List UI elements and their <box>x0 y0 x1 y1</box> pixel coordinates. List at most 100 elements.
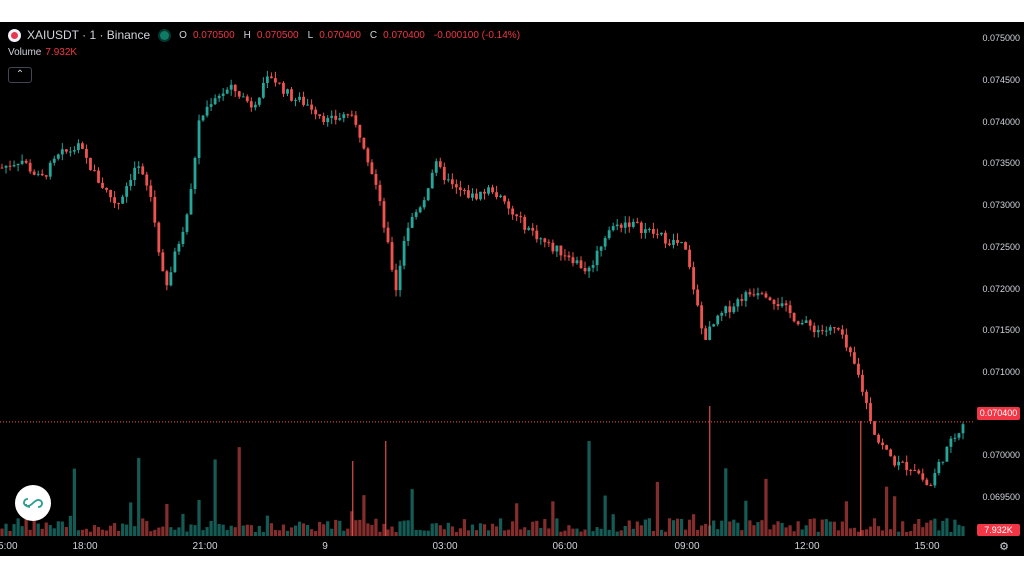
candle-body <box>668 243 671 245</box>
candle-body <box>756 293 760 296</box>
candle-body <box>24 160 28 163</box>
candle-body <box>129 179 133 187</box>
volume-bar <box>937 530 941 536</box>
volume-bar <box>663 531 668 536</box>
volume-bar <box>547 528 551 536</box>
volume-bar <box>289 527 294 536</box>
volume-bar <box>197 499 201 536</box>
candle-body <box>720 313 724 316</box>
chart-frame[interactable]: XAIUSDT · 1 · Binance O 0.070500 H 0.07050… <box>0 22 1024 556</box>
candle-body <box>744 292 748 301</box>
infinity-link-icon <box>23 498 43 508</box>
candle-body <box>748 292 752 295</box>
candle-body <box>294 99 297 101</box>
volume-bar <box>897 531 901 536</box>
volume-bar <box>241 525 245 536</box>
volume-bar <box>40 528 44 536</box>
candle-body <box>736 299 740 307</box>
volume-bar <box>615 531 619 536</box>
candle-body <box>696 289 700 306</box>
volume-bar <box>909 531 913 536</box>
volume-bar <box>310 529 314 536</box>
candle-body <box>286 89 289 94</box>
candle-body <box>555 245 559 252</box>
candle-body <box>712 324 716 327</box>
volume-bar <box>836 530 840 536</box>
volume-bar <box>748 520 752 536</box>
volume-bar <box>700 525 704 536</box>
volume-bar <box>269 523 274 536</box>
candle-body <box>760 293 764 295</box>
candle-body <box>265 76 269 83</box>
market-status-icon[interactable] <box>160 30 170 40</box>
volume-bar <box>539 527 543 536</box>
candle-body <box>808 320 812 326</box>
volume-bar <box>503 530 507 536</box>
volume-bar <box>523 527 527 536</box>
volume-bar <box>498 518 503 536</box>
candle-body <box>274 78 277 83</box>
candle-body <box>651 228 655 234</box>
volume-bar <box>201 530 205 536</box>
volume-bar <box>507 529 511 536</box>
candle-body <box>804 320 808 323</box>
volume-bar <box>322 524 326 536</box>
candle-body <box>881 442 884 446</box>
volume-bar <box>720 520 724 536</box>
candle-body <box>575 260 579 264</box>
volume-bar <box>20 526 24 536</box>
candle-body <box>828 327 832 331</box>
volume-bar <box>683 529 688 536</box>
candle-body <box>249 101 253 108</box>
candle-body <box>177 243 181 252</box>
candle-body <box>603 238 607 247</box>
volume-bar <box>880 530 885 536</box>
candle-body <box>101 182 104 188</box>
volume-bar <box>732 519 736 536</box>
collapse-legend-button[interactable]: ⌃ <box>8 67 32 83</box>
volume-bar <box>354 520 358 536</box>
volume-bar <box>406 520 410 536</box>
candle-body <box>768 297 772 301</box>
volume-bar <box>265 515 269 536</box>
tradingview-logo-icon[interactable] <box>15 485 51 521</box>
volume-bar <box>675 518 680 536</box>
volume-bar <box>129 502 133 536</box>
volume-legend[interactable]: Volume 7.932K <box>8 47 77 58</box>
y-tick-label: 0.069500 <box>982 491 1020 502</box>
candle-body <box>173 251 177 273</box>
price-chart[interactable] <box>0 22 1024 556</box>
volume-bar <box>639 525 643 536</box>
volume-bar <box>414 529 418 536</box>
candle-body <box>382 201 386 228</box>
candle-body <box>579 260 583 269</box>
volume-bar <box>52 528 56 536</box>
volume-bar <box>651 530 655 536</box>
candle-body <box>716 315 720 325</box>
candle-body <box>410 216 414 228</box>
volume-bar <box>92 525 97 536</box>
candle-body <box>149 185 153 197</box>
volume-bar <box>84 528 89 536</box>
volume-bar <box>462 519 467 536</box>
settings-gear-icon[interactable]: ⚙ <box>999 541 1009 553</box>
candle-body <box>113 197 117 204</box>
candle-body <box>941 461 945 463</box>
volume-bar <box>728 521 732 536</box>
symbol-title[interactable]: XAIUSDT · 1 · Binance <box>27 28 151 42</box>
candle-body <box>680 242 683 244</box>
candle-body <box>591 265 595 268</box>
volume-bar <box>772 524 776 536</box>
candle-body <box>450 179 454 185</box>
volume-bar <box>929 520 933 536</box>
candle-body <box>905 461 909 470</box>
candle-body <box>491 187 494 193</box>
candle-body <box>44 175 48 177</box>
volume-bar <box>193 525 197 536</box>
volume-bar <box>808 519 812 536</box>
candle-body <box>861 374 864 392</box>
candle-body <box>865 391 868 404</box>
x-tick-label: 06:00 <box>552 541 578 552</box>
volume-bar <box>587 441 591 536</box>
volume-bar <box>125 524 129 536</box>
